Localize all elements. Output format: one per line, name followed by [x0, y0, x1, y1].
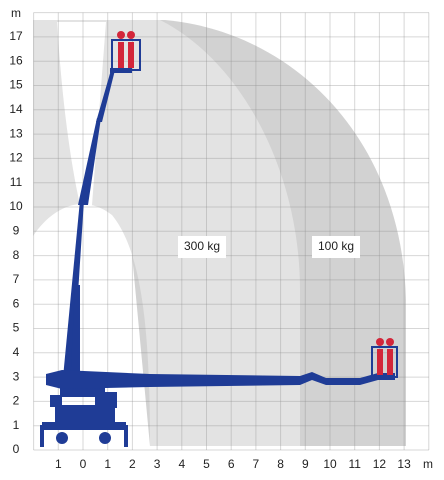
outrigger [40, 425, 44, 447]
y-label: 10 [9, 199, 23, 213]
x-label: 10 [323, 457, 337, 471]
x-unit: m [423, 457, 433, 471]
boom-top [96, 70, 115, 122]
x-label: 5 [203, 457, 210, 471]
y-unit: m [11, 6, 21, 20]
x-label: 12 [373, 457, 387, 471]
y-label: 7 [13, 272, 20, 286]
lift [40, 31, 398, 447]
x-label: 0 [80, 457, 87, 471]
basket [111, 39, 141, 71]
block [50, 395, 62, 407]
label-box [312, 236, 360, 258]
x-label: 13 [397, 457, 411, 471]
y-label: 5 [13, 321, 20, 335]
label-box [178, 236, 226, 258]
y-label: 1 [13, 418, 20, 432]
x-label: 7 [253, 457, 260, 471]
y-label: 15 [9, 78, 23, 92]
zone-label: 300 kg [184, 239, 220, 253]
x-label: 3 [154, 457, 161, 471]
y-label: 11 [10, 175, 23, 189]
x-label: 2 [129, 457, 136, 471]
y-label: 12 [9, 151, 23, 165]
y-label: 17 [9, 29, 23, 43]
x-label: 8 [277, 457, 284, 471]
envelopes [33, 20, 406, 446]
zone-label: 100 kg [318, 239, 354, 253]
x-label: 1 [55, 457, 62, 471]
zone-label: 300 kg 100 kg [178, 236, 360, 258]
y-label: 2 [13, 394, 20, 408]
x-label: 1 [104, 457, 111, 471]
y-label: 8 [13, 248, 20, 262]
y-label: 13 [9, 126, 23, 140]
y-label: 3 [13, 369, 20, 383]
x-label: 11 [348, 457, 361, 471]
boom-mid [78, 118, 101, 205]
y-label: 6 [13, 296, 20, 310]
x-label: 9 [302, 457, 309, 471]
y-label: 4 [13, 345, 20, 359]
horizontal-boom [46, 370, 395, 389]
inner-envelope [33, 20, 300, 446]
x-label: 4 [178, 457, 185, 471]
boom-lower [62, 200, 84, 388]
wheel [56, 432, 68, 444]
workers [117, 31, 394, 375]
basket [371, 346, 398, 378]
y-label: 9 [13, 223, 20, 237]
chassis [42, 422, 126, 430]
body [55, 405, 115, 425]
x-label: 6 [228, 457, 235, 471]
wheel [99, 432, 111, 444]
outrigger [124, 425, 128, 447]
cylinder [70, 285, 80, 388]
y-label: 0 [13, 442, 20, 456]
y-label: 16 [9, 53, 23, 67]
y-label: 14 [9, 102, 23, 116]
